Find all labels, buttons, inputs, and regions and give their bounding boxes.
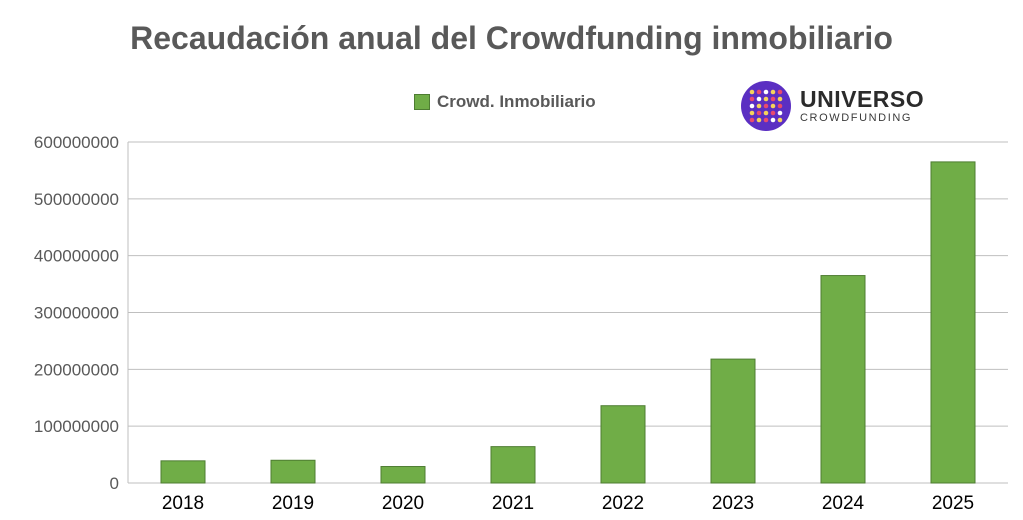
logo-dot	[749, 103, 755, 109]
logo-dot	[749, 110, 755, 116]
bar-2019	[270, 459, 316, 484]
bar-2024	[820, 275, 866, 484]
bar-2020	[380, 466, 426, 484]
legend-label: Crowd. Inmobiliario	[437, 92, 596, 111]
logo-dot	[770, 96, 776, 102]
x-tick-label: 2019	[272, 493, 314, 514]
universo-logo-icon	[741, 81, 791, 131]
legend: Crowd. Inmobiliario	[414, 92, 596, 112]
logo-dot	[749, 89, 755, 95]
logo-dot	[777, 110, 783, 116]
y-tick-label: 200000000	[34, 360, 119, 379]
brand-logo: UNIVERSO CROWDFUNDING	[740, 80, 924, 132]
logo-dot	[770, 117, 776, 123]
logo-wordmark: UNIVERSO	[800, 86, 925, 112]
logo-dot	[756, 89, 762, 95]
x-tick-label: 2025	[932, 493, 974, 514]
y-tick-label: 0	[110, 474, 119, 493]
logo-dot	[770, 103, 776, 109]
logo-subtitle: CROWDFUNDING	[800, 112, 913, 124]
y-tick-label: 100000000	[34, 417, 119, 436]
legend-swatch	[414, 94, 430, 110]
y-tick-label: 500000000	[34, 190, 119, 209]
logo-dot	[777, 89, 783, 95]
logo-dot	[763, 110, 769, 116]
x-tick-label: 2021	[492, 493, 534, 514]
x-tick-label: 2018	[162, 493, 204, 514]
bar-2025	[930, 161, 976, 484]
logo-dot	[763, 96, 769, 102]
bar-2023	[710, 358, 756, 484]
logo-dot	[777, 103, 783, 109]
y-tick-label: 400000000	[34, 247, 119, 266]
logo-dot	[756, 103, 762, 109]
x-axis-ticks: 2018 2019 2020 2021 2022 2023 2024 2025	[162, 493, 974, 514]
x-tick-label: 2022	[602, 493, 644, 514]
x-tick-label: 2024	[822, 493, 865, 514]
logo-dot	[756, 110, 762, 116]
bar-2022	[600, 405, 646, 484]
x-tick-label: 2020	[382, 493, 424, 514]
logo-dot	[756, 117, 762, 123]
grid-lines	[127, 141, 1008, 484]
y-tick-label: 600000000	[34, 133, 119, 152]
logo-dot	[749, 96, 755, 102]
logo-dot	[749, 117, 755, 123]
bar-2021	[490, 446, 536, 484]
x-tick-label: 2023	[712, 493, 754, 514]
logo-dot	[763, 103, 769, 109]
logo-dot	[763, 89, 769, 95]
bar-2018	[160, 460, 206, 484]
bars	[160, 161, 976, 484]
logo-dot	[770, 89, 776, 95]
logo-dot	[770, 110, 776, 116]
logo-dot	[756, 96, 762, 102]
logo-dot	[763, 117, 769, 123]
y-axis-ticks: 0 100000000 200000000 300000000 400000000 500…	[34, 133, 119, 493]
chart-title: Recaudación anual del Crowdfunding inmob…	[130, 20, 893, 56]
logo-dot	[777, 117, 783, 123]
y-tick-label: 300000000	[34, 304, 119, 323]
logo-dot	[777, 96, 783, 102]
